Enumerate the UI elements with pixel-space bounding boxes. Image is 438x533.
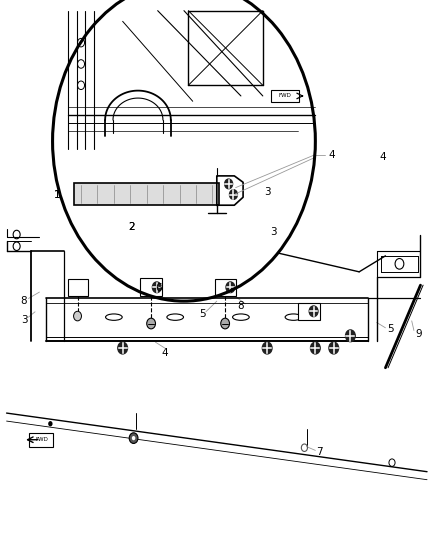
Circle shape: [221, 318, 230, 329]
Text: FWD: FWD: [35, 437, 49, 442]
Text: 4: 4: [380, 152, 387, 162]
Text: 7: 7: [316, 447, 323, 457]
Text: 8: 8: [20, 296, 27, 305]
Ellipse shape: [233, 314, 249, 320]
FancyBboxPatch shape: [215, 279, 236, 296]
Text: 3: 3: [21, 315, 28, 325]
FancyBboxPatch shape: [140, 278, 162, 296]
Text: 3: 3: [264, 187, 271, 197]
Text: 6: 6: [155, 283, 162, 293]
Circle shape: [132, 436, 135, 440]
Circle shape: [329, 342, 339, 354]
Text: 2: 2: [128, 222, 135, 231]
Circle shape: [309, 306, 318, 317]
Circle shape: [53, 0, 315, 301]
Text: 8: 8: [237, 302, 244, 311]
Text: 5: 5: [387, 325, 394, 334]
Text: FWD: FWD: [278, 93, 291, 99]
FancyBboxPatch shape: [29, 433, 53, 447]
Text: 4: 4: [328, 150, 336, 159]
Circle shape: [74, 311, 81, 321]
Circle shape: [346, 330, 355, 342]
Ellipse shape: [106, 314, 122, 320]
Circle shape: [147, 318, 155, 329]
Circle shape: [225, 179, 233, 189]
FancyBboxPatch shape: [271, 90, 299, 102]
Text: 4: 4: [161, 348, 168, 358]
Text: 2: 2: [128, 222, 135, 231]
Text: 3: 3: [270, 227, 277, 237]
Ellipse shape: [167, 314, 184, 320]
Circle shape: [129, 433, 138, 443]
Text: 1: 1: [53, 190, 60, 199]
FancyBboxPatch shape: [74, 183, 219, 205]
Text: 5: 5: [199, 310, 206, 319]
Circle shape: [48, 421, 53, 426]
Circle shape: [230, 190, 237, 199]
Circle shape: [226, 282, 235, 293]
Circle shape: [311, 342, 320, 354]
Text: 1: 1: [53, 190, 60, 199]
Text: 9: 9: [415, 329, 422, 338]
Ellipse shape: [285, 314, 302, 320]
FancyBboxPatch shape: [68, 279, 88, 296]
Circle shape: [152, 282, 161, 293]
Circle shape: [262, 342, 272, 354]
Circle shape: [118, 342, 127, 354]
FancyBboxPatch shape: [298, 303, 320, 320]
